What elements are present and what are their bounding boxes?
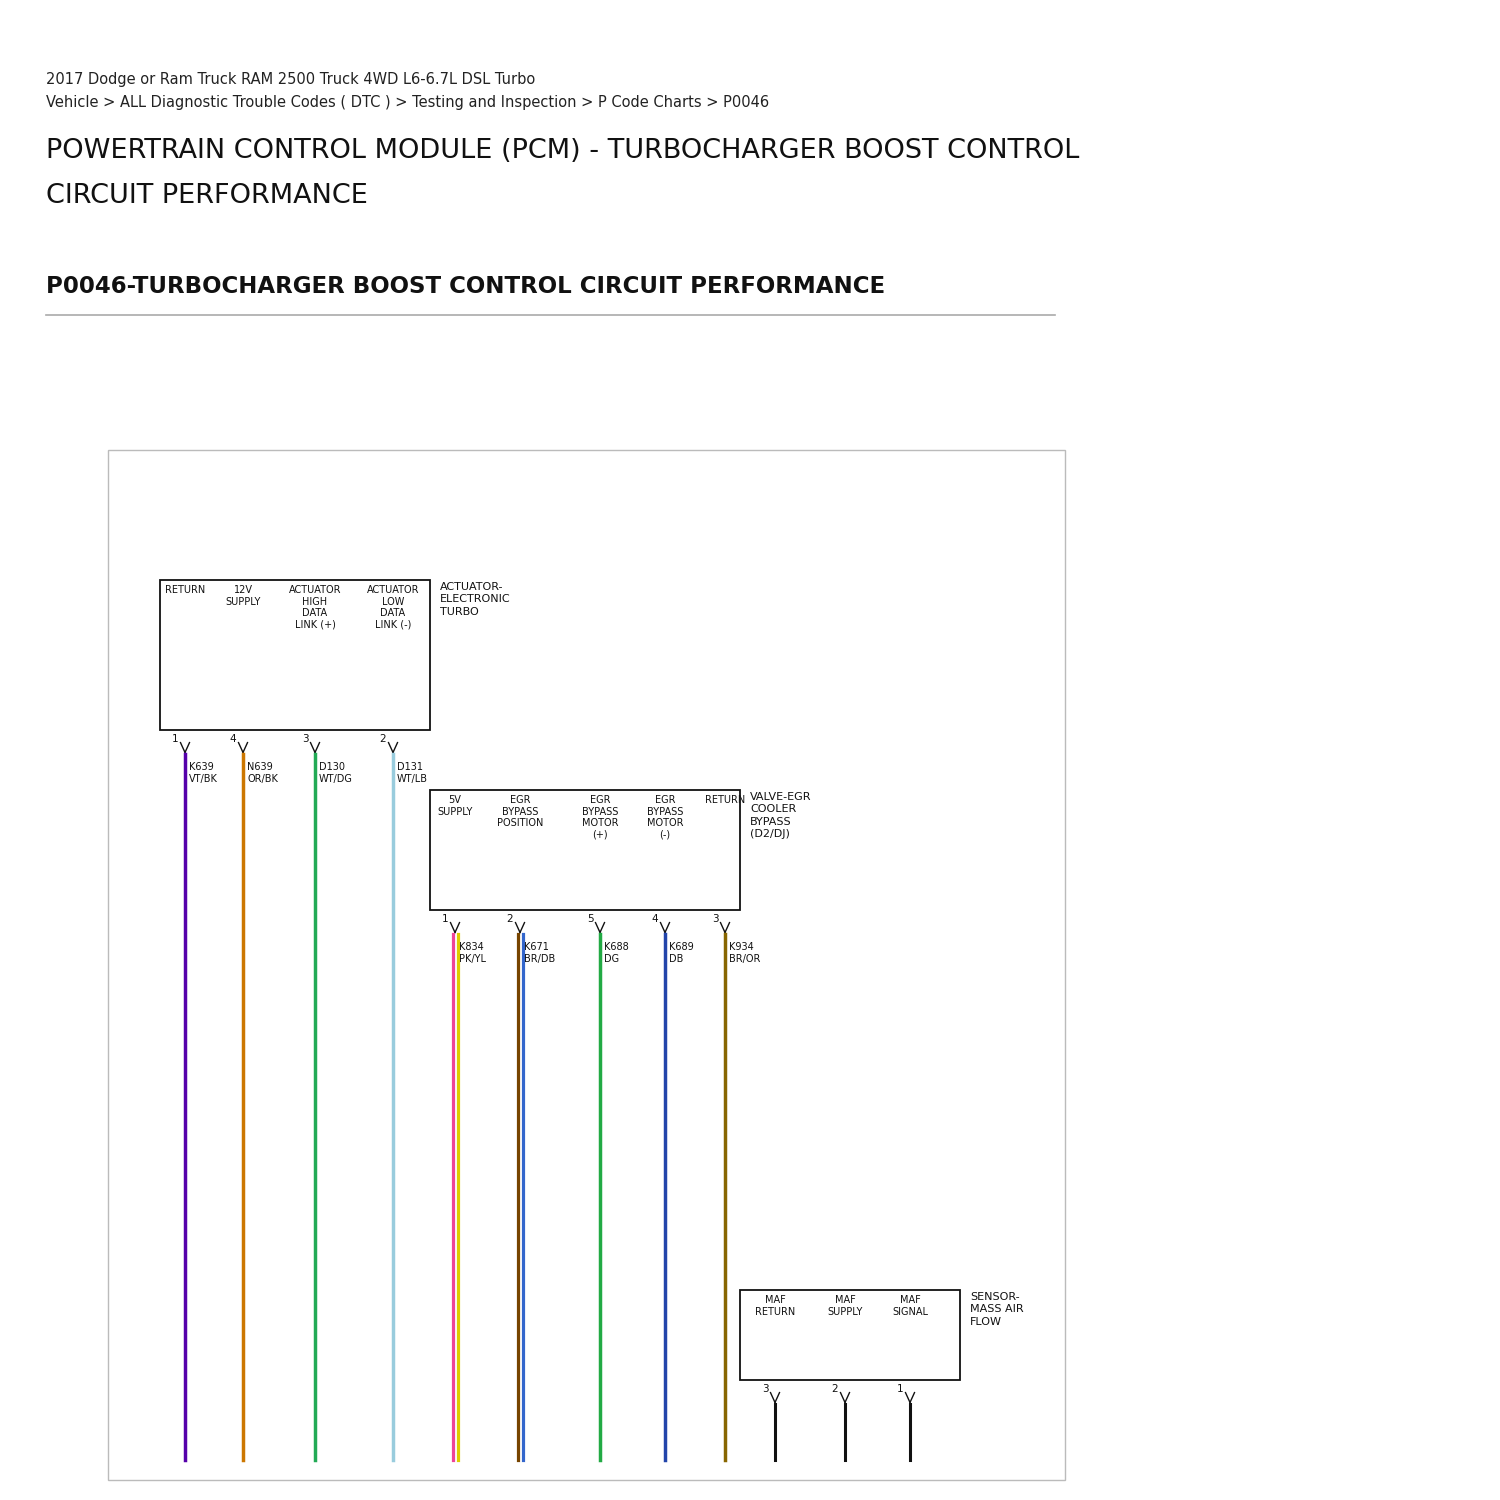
Text: EGR
BYPASS
MOTOR
(-): EGR BYPASS MOTOR (-) xyxy=(646,795,682,840)
Text: RETURN: RETURN xyxy=(705,795,746,806)
Text: POWERTRAIN CONTROL MODULE (PCM) - TURBOCHARGER BOOST CONTROL: POWERTRAIN CONTROL MODULE (PCM) - TURBOC… xyxy=(46,138,1080,164)
Text: EGR
BYPASS
MOTOR
(+): EGR BYPASS MOTOR (+) xyxy=(582,795,618,840)
Bar xyxy=(430,790,740,910)
Text: N639
OR/BK: N639 OR/BK xyxy=(248,762,278,783)
Text: 2017 Dodge or Ram Truck RAM 2500 Truck 4WD L6-6.7L DSL Turbo: 2017 Dodge or Ram Truck RAM 2500 Truck 4… xyxy=(46,72,536,87)
Text: 3: 3 xyxy=(711,914,718,924)
Text: 12V
SUPPLY: 12V SUPPLY xyxy=(225,585,261,606)
Text: D131
WT/LB: D131 WT/LB xyxy=(398,762,427,783)
Text: SENSOR-
MASS AIR
FLOW: SENSOR- MASS AIR FLOW xyxy=(970,1292,1023,1328)
Text: RETURN: RETURN xyxy=(165,585,206,596)
Text: 1: 1 xyxy=(897,1384,903,1394)
Text: K689
DB: K689 DB xyxy=(669,942,693,963)
Bar xyxy=(160,580,430,730)
Text: 2: 2 xyxy=(831,1384,839,1394)
Text: K639
VT/BK: K639 VT/BK xyxy=(189,762,217,783)
Text: 2: 2 xyxy=(380,734,387,744)
Bar xyxy=(740,1290,960,1380)
Text: MAF
SIGNAL: MAF SIGNAL xyxy=(892,1294,928,1317)
Text: ACTUATOR-
ELECTRONIC
TURBO: ACTUATOR- ELECTRONIC TURBO xyxy=(440,582,510,616)
Bar xyxy=(108,450,1065,1480)
Text: MAF
SUPPLY: MAF SUPPLY xyxy=(828,1294,862,1317)
Text: K688
DG: K688 DG xyxy=(604,942,628,963)
Text: VALVE-EGR
COOLER
BYPASS
(D2/DJ): VALVE-EGR COOLER BYPASS (D2/DJ) xyxy=(750,792,812,838)
Text: 3: 3 xyxy=(762,1384,768,1394)
Text: 4: 4 xyxy=(651,914,658,924)
Text: D130
WT/DG: D130 WT/DG xyxy=(320,762,352,783)
Text: 1: 1 xyxy=(441,914,448,924)
Text: P0046-TURBOCHARGER BOOST CONTROL CIRCUIT PERFORMANCE: P0046-TURBOCHARGER BOOST CONTROL CIRCUIT… xyxy=(46,274,885,298)
Text: 1: 1 xyxy=(171,734,178,744)
Text: CIRCUIT PERFORMANCE: CIRCUIT PERFORMANCE xyxy=(46,183,368,209)
Text: ACTUATOR
LOW
DATA
LINK (-): ACTUATOR LOW DATA LINK (-) xyxy=(366,585,419,630)
Text: K671
BR/DB: K671 BR/DB xyxy=(524,942,555,963)
Text: 2: 2 xyxy=(507,914,513,924)
Text: 3: 3 xyxy=(302,734,309,744)
Text: K834
PK/YL: K834 PK/YL xyxy=(459,942,486,963)
Text: MAF
RETURN: MAF RETURN xyxy=(754,1294,795,1317)
Text: EGR
BYPASS
POSITION: EGR BYPASS POSITION xyxy=(496,795,543,828)
Text: 4: 4 xyxy=(230,734,237,744)
Text: ACTUATOR
HIGH
DATA
LINK (+): ACTUATOR HIGH DATA LINK (+) xyxy=(288,585,340,630)
Text: 5: 5 xyxy=(586,914,594,924)
Text: K934
BR/OR: K934 BR/OR xyxy=(729,942,760,963)
Text: Vehicle > ALL Diagnostic Trouble Codes ( DTC ) > Testing and Inspection > P Code: Vehicle > ALL Diagnostic Trouble Codes (… xyxy=(46,94,770,110)
Text: 5V
SUPPLY: 5V SUPPLY xyxy=(438,795,472,816)
